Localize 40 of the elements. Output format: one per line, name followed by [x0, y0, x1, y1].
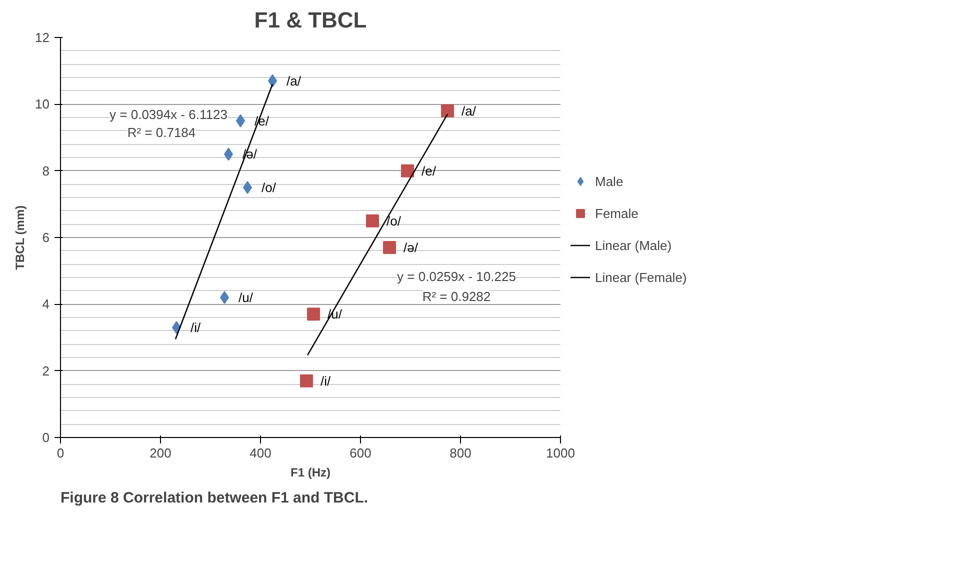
y-tick-label: 10 — [35, 96, 50, 112]
annotation: /e/ — [422, 163, 436, 178]
legend-label: Female — [595, 206, 638, 220]
legend-label: Linear (Female) — [595, 270, 687, 284]
y-tick-label: 4 — [42, 296, 50, 312]
x-tick-label: 200 — [150, 446, 172, 460]
y-tick-label: 6 — [42, 230, 50, 245]
point — [300, 374, 313, 388]
legend-label: Male — [595, 174, 624, 188]
annotation: /i/ — [320, 373, 331, 388]
annotation: /o/ — [386, 213, 402, 228]
legend-label: Linear (Male) — [595, 238, 672, 252]
annotation: y = 0.0259x - 10.225 — [397, 269, 516, 284]
x-tick-label: 1000 — [546, 446, 575, 460]
annotation: y = 0.0394x - 6.1123 — [110, 107, 228, 122]
x-tick-label: 600 — [350, 446, 372, 460]
x-axis-title: F1 (Hz) — [290, 466, 330, 480]
chart-title: F1 & TBCL — [254, 8, 367, 32]
annotation: /o/ — [262, 180, 276, 195]
annotation: /a/ — [462, 103, 476, 118]
point — [307, 308, 320, 321]
caption: Figure 8 Correlation between F1 and TBCL. — [60, 490, 368, 506]
annotation: R² = 0.9282 — [422, 289, 491, 304]
annotation: /ə/ — [404, 240, 418, 255]
y-tick-label: 12 — [35, 30, 50, 45]
y-tick-label: 0 — [42, 430, 50, 445]
x-tick-label: 400 — [250, 446, 272, 460]
point — [383, 241, 396, 254]
annotation: R² = 0.7184 — [127, 125, 196, 140]
x-tick-label: 0 — [56, 446, 64, 460]
annotation: /u/ — [238, 290, 254, 305]
y-tick-label: 8 — [42, 163, 50, 178]
point — [401, 164, 414, 178]
y-axis-title: TBCL (mm) — [13, 205, 28, 270]
y-tick-label: 2 — [42, 363, 50, 378]
annotation: /i/ — [190, 320, 201, 335]
x-tick-label: 800 — [450, 446, 472, 460]
point — [366, 214, 379, 228]
annotation: /a/ — [286, 73, 302, 88]
point — [441, 104, 454, 118]
